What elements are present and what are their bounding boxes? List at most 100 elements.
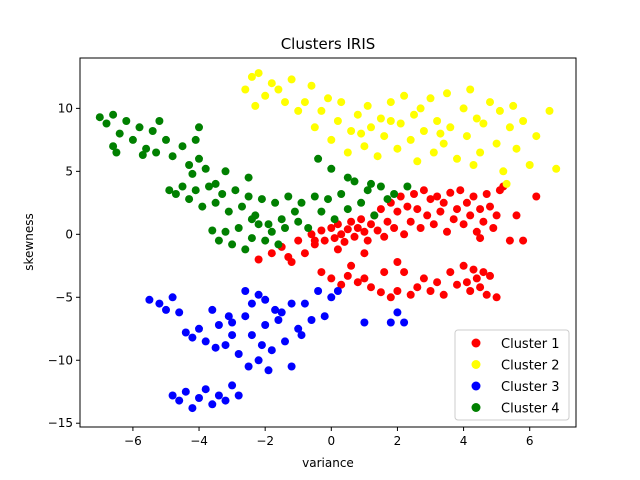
data-point — [294, 236, 303, 245]
data-point — [406, 290, 415, 299]
y-tick-label: 0 — [65, 227, 73, 241]
data-point — [360, 274, 369, 283]
data-point — [482, 190, 491, 198]
data-point — [234, 224, 243, 232]
data-point — [95, 113, 104, 122]
data-point — [287, 75, 296, 84]
data-point — [353, 224, 362, 232]
data-point — [492, 211, 501, 220]
data-point — [195, 154, 203, 163]
data-point — [340, 237, 349, 246]
data-point — [350, 177, 359, 186]
data-point — [333, 287, 342, 295]
data-point — [532, 192, 541, 201]
series-2 — [241, 69, 561, 188]
data-point — [363, 101, 372, 110]
data-point — [386, 318, 395, 327]
data-point — [188, 404, 197, 413]
data-point — [221, 396, 230, 405]
data-point — [386, 98, 395, 107]
y-tick-label: −15 — [48, 416, 73, 430]
data-point — [532, 132, 541, 141]
legend-marker — [471, 403, 481, 412]
x-tick-label: −2 — [256, 434, 274, 448]
data-point — [403, 202, 412, 211]
data-point — [373, 226, 382, 235]
data-point — [274, 240, 283, 249]
data-point — [502, 179, 511, 188]
data-point — [307, 230, 316, 239]
data-point — [519, 236, 528, 245]
data-point — [152, 148, 161, 157]
x-axis-label: variance — [302, 456, 354, 470]
data-point — [330, 215, 339, 224]
data-point — [198, 202, 207, 211]
data-point — [386, 117, 395, 125]
data-point — [234, 350, 243, 358]
data-point — [109, 110, 118, 119]
x-tick-label: 0 — [327, 434, 335, 448]
data-point — [462, 132, 471, 141]
data-point — [347, 261, 356, 270]
data-point — [162, 305, 170, 314]
data-point — [181, 328, 190, 337]
data-point — [211, 343, 220, 352]
data-point — [367, 179, 375, 188]
data-point — [337, 190, 346, 198]
data-point — [466, 211, 475, 220]
data-point — [317, 207, 326, 216]
data-point — [221, 341, 230, 350]
data-point — [284, 192, 293, 201]
data-point — [310, 236, 319, 245]
data-point — [419, 127, 428, 135]
data-point — [241, 287, 250, 295]
data-point — [433, 278, 442, 287]
data-point — [406, 135, 415, 144]
data-point — [168, 391, 177, 400]
data-point — [238, 202, 246, 211]
data-point — [155, 117, 164, 125]
data-point — [271, 305, 280, 314]
data-point — [443, 89, 451, 98]
y-tick-label: −5 — [55, 290, 73, 304]
data-point — [426, 94, 435, 103]
data-point — [343, 148, 352, 157]
data-point — [376, 205, 385, 214]
data-point — [290, 207, 299, 216]
data-point — [476, 148, 485, 157]
data-point — [327, 274, 336, 283]
data-point — [297, 198, 306, 207]
data-point — [247, 72, 256, 81]
data-point — [267, 249, 276, 258]
data-point — [142, 144, 151, 153]
data-point — [357, 129, 366, 138]
data-point — [413, 283, 422, 292]
data-point — [297, 331, 306, 340]
data-point — [413, 205, 422, 214]
data-point — [191, 135, 200, 144]
series-3 — [145, 287, 409, 413]
data-point — [400, 318, 409, 327]
data-point — [310, 123, 319, 132]
data-point — [294, 217, 303, 226]
data-point — [211, 198, 220, 207]
data-point — [472, 227, 481, 236]
data-point — [367, 220, 375, 229]
data-point — [443, 227, 451, 236]
data-point — [211, 179, 220, 188]
data-point — [195, 324, 203, 333]
x-tick-label: 2 — [394, 434, 402, 448]
data-point — [449, 215, 458, 224]
data-point — [396, 119, 405, 128]
data-point — [376, 288, 385, 297]
data-point — [469, 161, 478, 169]
x-axis: −6 −4 −2 0 2 4 6 — [124, 427, 534, 448]
data-point — [112, 148, 121, 157]
data-point — [168, 152, 177, 161]
data-point — [228, 381, 237, 390]
data-point — [337, 230, 346, 239]
data-point — [224, 207, 233, 216]
data-point — [251, 101, 260, 110]
data-point — [419, 274, 428, 283]
data-point — [519, 117, 528, 125]
